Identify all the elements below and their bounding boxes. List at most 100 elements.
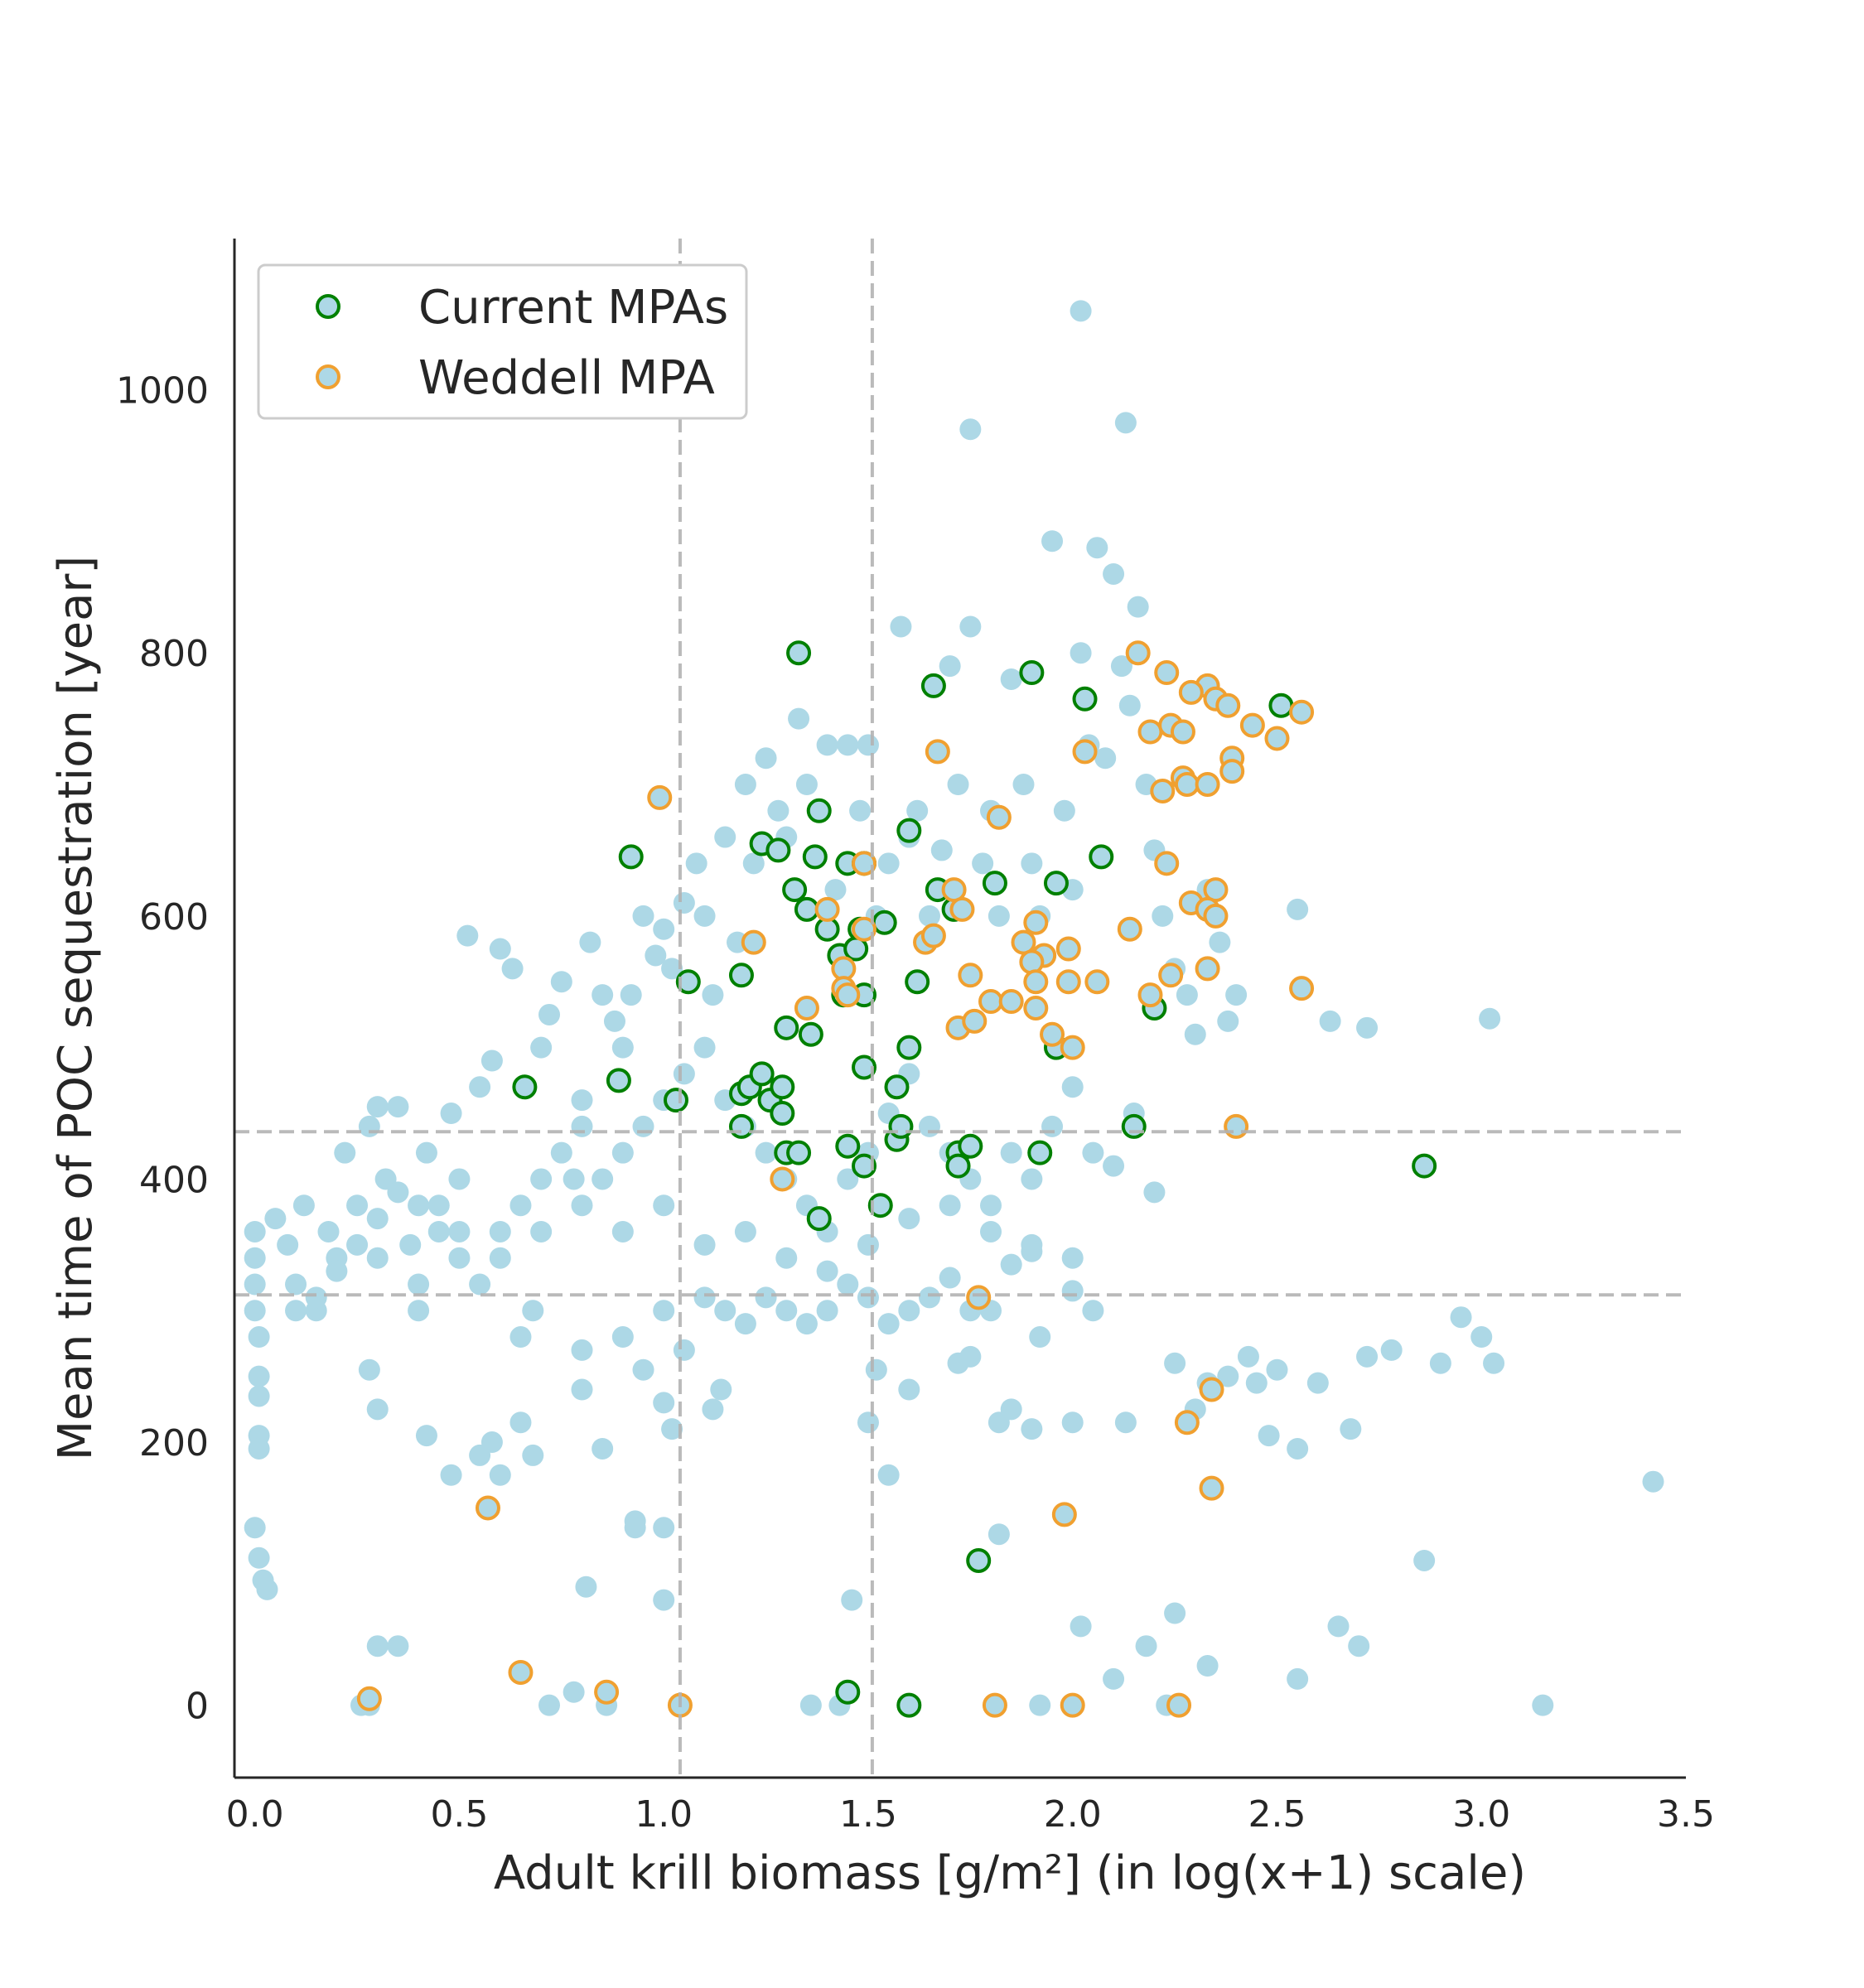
data-point <box>1082 1300 1104 1322</box>
data-point <box>1356 1016 1379 1039</box>
data-point <box>326 1260 348 1282</box>
data-point <box>962 1008 988 1034</box>
data-point <box>509 1326 532 1349</box>
data-point <box>448 1168 471 1190</box>
data-point <box>1264 726 1290 751</box>
data-point <box>264 1208 287 1230</box>
data-point <box>366 1247 389 1269</box>
data-point <box>673 1063 695 1085</box>
data-point <box>292 1194 315 1217</box>
data-point <box>1072 686 1098 712</box>
data-point <box>1055 936 1081 962</box>
data-point <box>767 799 790 822</box>
data-point <box>920 673 946 698</box>
data-point <box>632 1115 654 1137</box>
data-point <box>248 1437 270 1460</box>
data-point <box>1023 996 1049 1021</box>
data-point <box>906 799 929 822</box>
data-point <box>1289 976 1315 1001</box>
data-point <box>741 929 766 955</box>
data-point <box>939 655 961 678</box>
data-point <box>1215 692 1241 718</box>
data-point <box>905 969 930 995</box>
data-point <box>775 1300 798 1322</box>
data-point <box>795 1313 818 1335</box>
data-point <box>1072 739 1098 765</box>
data-point <box>734 774 756 796</box>
data-point <box>896 1035 922 1060</box>
data-point <box>1348 1635 1370 1657</box>
data-point <box>1082 1141 1104 1164</box>
data-point <box>734 1220 756 1242</box>
data-point <box>1103 1667 1125 1690</box>
data-point <box>1051 1502 1077 1527</box>
data-point <box>1043 871 1069 896</box>
data-point <box>867 1193 893 1218</box>
data-point <box>575 1575 597 1598</box>
legend-marker <box>316 294 340 319</box>
legend: Current MPAs Weddell MPA <box>257 263 748 420</box>
data-point <box>693 1233 716 1256</box>
data-point <box>734 1313 756 1335</box>
data-point <box>1470 1326 1493 1349</box>
data-point <box>1086 537 1108 559</box>
data-point <box>898 1208 920 1230</box>
data-point <box>653 1300 675 1322</box>
data-point <box>978 989 1004 1015</box>
data-point <box>1029 1694 1051 1716</box>
data-point <box>346 1194 369 1217</box>
data-point <box>794 996 819 1021</box>
data-point <box>1217 1365 1239 1387</box>
y-tick-label: 200 <box>139 1422 209 1464</box>
data-point <box>594 1679 620 1705</box>
data-point <box>806 1206 832 1232</box>
data-point <box>1114 412 1137 434</box>
data-point <box>824 879 847 901</box>
data-point <box>1125 640 1151 666</box>
data-point <box>765 837 791 863</box>
data-point <box>959 418 982 441</box>
data-point <box>358 1358 380 1381</box>
data-point <box>256 1578 278 1600</box>
data-point <box>508 1659 534 1685</box>
series-0 <box>244 300 1664 1716</box>
x-axis-title: Adult krill biomass [g/m²] (in log(x+1) … <box>494 1846 1526 1900</box>
data-point <box>1103 562 1125 585</box>
data-point <box>865 1358 887 1381</box>
data-point <box>1327 1615 1350 1638</box>
data-point <box>366 1208 389 1230</box>
data-point <box>925 739 950 765</box>
data-point <box>898 1378 920 1401</box>
data-point <box>1121 1113 1147 1139</box>
data-point <box>786 1140 812 1165</box>
data-point <box>571 1378 593 1401</box>
data-point <box>988 1523 1010 1546</box>
data-point <box>714 826 736 848</box>
data-points <box>244 300 1664 1718</box>
data-point <box>592 1437 614 1460</box>
data-point <box>852 1054 877 1080</box>
data-point <box>837 1168 859 1190</box>
data-point <box>1000 1398 1022 1421</box>
data-point <box>774 1015 799 1040</box>
data-point <box>770 1166 795 1192</box>
data-point <box>1306 1372 1329 1394</box>
data-point <box>1287 1437 1309 1460</box>
data-point <box>930 839 953 861</box>
data-point <box>592 984 614 1006</box>
data-point <box>1239 712 1265 738</box>
data-point <box>693 1286 716 1309</box>
data-point <box>1266 1358 1288 1381</box>
data-point <box>366 1096 389 1118</box>
data-point <box>1225 984 1248 1006</box>
data-point <box>958 1133 983 1159</box>
data-point <box>480 1049 503 1072</box>
data-point <box>244 1300 266 1322</box>
data-point <box>835 982 861 1008</box>
data-point <box>285 1273 307 1296</box>
data-point <box>980 1220 1002 1242</box>
data-point <box>675 969 701 995</box>
data-point <box>693 905 716 927</box>
data-point <box>1019 949 1045 975</box>
